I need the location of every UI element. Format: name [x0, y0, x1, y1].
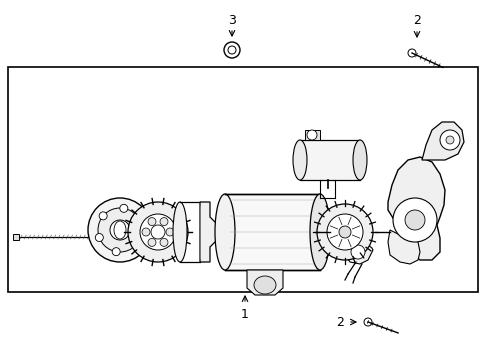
Circle shape — [128, 202, 187, 262]
Ellipse shape — [215, 194, 235, 270]
Ellipse shape — [309, 194, 329, 270]
Circle shape — [148, 217, 156, 226]
Text: 3: 3 — [227, 13, 235, 27]
Polygon shape — [200, 202, 217, 262]
Circle shape — [445, 136, 453, 144]
Ellipse shape — [253, 276, 275, 294]
Circle shape — [120, 204, 127, 212]
Text: 4: 4 — [347, 161, 355, 174]
Circle shape — [407, 49, 415, 57]
Circle shape — [112, 248, 120, 256]
Circle shape — [99, 212, 107, 220]
Circle shape — [350, 245, 364, 259]
Bar — [8, 67, 477, 292]
Circle shape — [98, 208, 142, 252]
Circle shape — [160, 217, 168, 226]
Circle shape — [95, 234, 103, 242]
Text: 2: 2 — [335, 315, 343, 328]
Circle shape — [151, 225, 164, 239]
Circle shape — [326, 214, 362, 250]
Bar — [13, 234, 19, 240]
Circle shape — [227, 46, 236, 54]
Circle shape — [316, 204, 372, 260]
Circle shape — [165, 228, 174, 236]
Ellipse shape — [173, 202, 186, 262]
Polygon shape — [421, 122, 463, 160]
Circle shape — [439, 130, 459, 150]
Circle shape — [224, 42, 240, 58]
Circle shape — [110, 220, 130, 240]
Polygon shape — [343, 240, 372, 264]
Circle shape — [306, 130, 316, 140]
Circle shape — [148, 238, 156, 246]
Circle shape — [88, 198, 152, 262]
Bar — [224, 194, 319, 270]
Ellipse shape — [114, 221, 126, 239]
Text: 2: 2 — [412, 14, 420, 27]
Bar — [305, 130, 319, 140]
Ellipse shape — [352, 140, 366, 180]
Circle shape — [338, 226, 350, 238]
Circle shape — [404, 210, 424, 230]
Circle shape — [392, 198, 436, 242]
Bar — [299, 140, 359, 180]
Polygon shape — [387, 157, 444, 260]
Ellipse shape — [292, 140, 306, 180]
Polygon shape — [246, 270, 283, 295]
Circle shape — [160, 238, 168, 246]
Text: 1: 1 — [241, 307, 248, 320]
Circle shape — [142, 228, 150, 236]
Polygon shape — [387, 230, 419, 264]
Circle shape — [140, 214, 176, 250]
Circle shape — [363, 318, 371, 326]
Circle shape — [133, 240, 141, 248]
Circle shape — [136, 219, 144, 226]
